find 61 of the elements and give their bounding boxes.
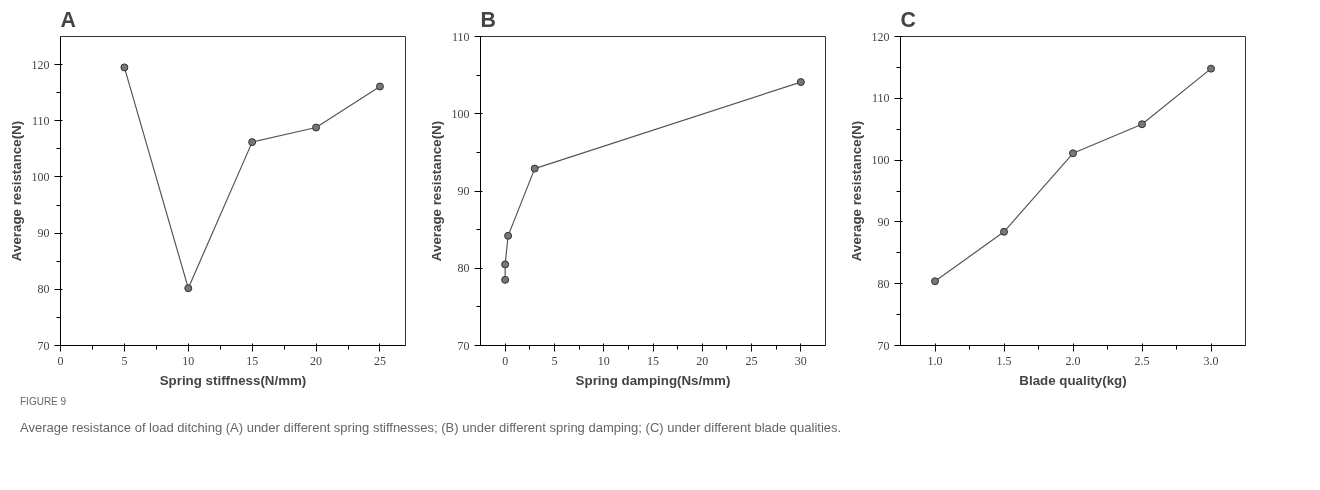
x-tick-label: 10 xyxy=(597,353,610,368)
point xyxy=(796,78,805,87)
x-tick-label: 1.0 xyxy=(927,353,943,368)
x-axis-title: Spring damping(Ns/mm) xyxy=(575,372,731,388)
y-tick-label: 80 xyxy=(37,282,50,297)
y-tick-label: 120 xyxy=(871,29,890,44)
y-tick-label: 90 xyxy=(37,226,50,241)
x-tick-label: 0 xyxy=(57,353,64,368)
chart-title: B xyxy=(480,7,496,32)
x-tick-label: 10 xyxy=(182,353,195,368)
x-tick-label: 2.5 xyxy=(1134,353,1150,368)
point xyxy=(501,260,510,269)
y-axis-title: Average resistance(N) xyxy=(848,120,864,262)
text: Average resistance of load ditching (A) under different spring stiffnesses; (B) under different spring damping; (C) under different blade qualities. xyxy=(20,419,842,438)
point xyxy=(184,284,193,293)
point xyxy=(931,277,939,286)
x-tick-label: 5 xyxy=(551,353,558,368)
x-tick-label: 0 xyxy=(502,353,509,368)
x-tick-label: 3.0 xyxy=(1203,353,1219,368)
y-axis-title: Average resistance(N) xyxy=(8,120,24,262)
x-axis-title: Blade quality(kg) xyxy=(1019,372,1127,388)
x-tick-label: 25 xyxy=(745,353,758,368)
y-tick-label: 70 xyxy=(457,338,470,353)
point xyxy=(375,82,384,91)
point xyxy=(248,138,257,147)
chart-title: C xyxy=(900,7,916,32)
point xyxy=(1207,64,1215,73)
x-tick-label: 25 xyxy=(373,353,386,368)
x-tick-label: 1.5 xyxy=(996,353,1012,368)
y-tick-label: 100 xyxy=(451,106,470,121)
y-tick-label: 110 xyxy=(31,113,50,128)
y-tick-label: 80 xyxy=(877,276,890,291)
point xyxy=(120,63,129,72)
caption: FIGURE 9 xyxy=(20,395,67,409)
point xyxy=(504,231,513,240)
y-tick-label: 120 xyxy=(31,57,50,72)
point xyxy=(1069,149,1077,158)
y-tick-label: 80 xyxy=(457,261,470,276)
x-tick-label: 5 xyxy=(121,353,128,368)
x-tick-label: 15 xyxy=(647,353,659,368)
x-tick-label: 20 xyxy=(310,353,323,368)
point xyxy=(1000,227,1008,236)
x-axis-title: Spring stiffness(N/mm) xyxy=(159,372,307,388)
y-tick-label: 110 xyxy=(451,29,470,44)
x-tick-label: 2.0 xyxy=(1065,353,1081,368)
y-axis-title: Average resistance(N) xyxy=(428,120,444,262)
y-tick-label: 90 xyxy=(877,214,890,229)
x-tick-label: 30 xyxy=(794,353,807,368)
y-tick-label: 70 xyxy=(877,338,890,353)
y-tick-label: 70 xyxy=(37,338,50,353)
x-tick-label: 20 xyxy=(696,353,709,368)
point xyxy=(530,164,539,173)
point xyxy=(312,123,321,132)
chart-title: A xyxy=(60,7,76,32)
y-tick-label: 90 xyxy=(457,184,470,198)
y-tick-label: 100 xyxy=(31,169,50,184)
y-tick-label: 110 xyxy=(871,91,890,106)
point xyxy=(1138,120,1146,129)
y-tick-label: 100 xyxy=(871,153,890,168)
x-tick-label: 15 xyxy=(246,353,259,368)
point xyxy=(501,275,510,284)
